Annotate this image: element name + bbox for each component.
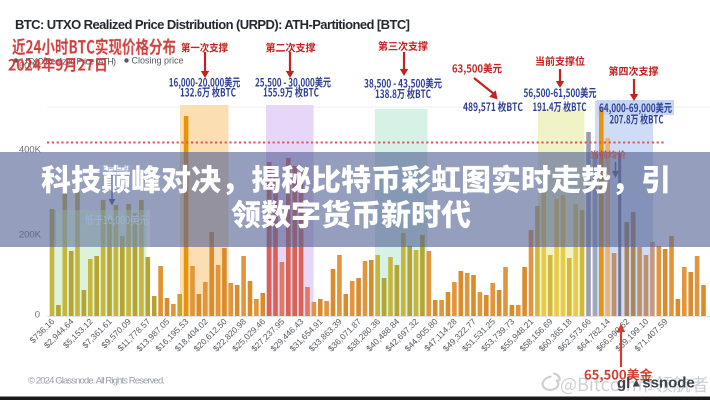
svg-text:Closing price: Closing price bbox=[132, 56, 184, 66]
svg-text:400K: 400K bbox=[19, 145, 42, 156]
svg-text:UTXO Realized Price (ATH): UTXO Realized Price (ATH) bbox=[21, 57, 116, 67]
svg-text:gl▲ssnode: gl▲ssnode bbox=[617, 375, 695, 393]
svg-text:BTC: UTXO Realized Price Distr: BTC: UTXO Realized Price Distribution (U… bbox=[15, 17, 410, 32]
svg-text:0: 0 bbox=[35, 310, 40, 321]
svg-text:© 2024 Glassnode. All Rights R: © 2024 Glassnode. All Rights Reserved. bbox=[28, 376, 165, 387]
